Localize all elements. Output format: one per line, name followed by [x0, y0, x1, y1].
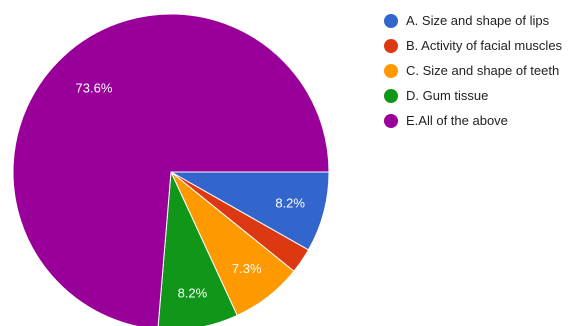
legend-swatch-c — [384, 64, 398, 78]
pie-slices — [12, 13, 330, 326]
legend-item-d[interactable]: D. Gum tissue — [384, 87, 580, 105]
data-label-a: 8.2% — [275, 195, 305, 210]
legend-swatch-e — [384, 114, 398, 128]
pie-data-labels: 8.2% 7.3% 8.2% 73.6% — [76, 80, 306, 300]
data-label-d: 8.2% — [178, 285, 208, 300]
legend-swatch-a — [384, 14, 398, 28]
legend-label-c: C. Size and shape of teeth — [406, 63, 560, 78]
legend-item-a[interactable]: A. Size and shape of lips — [384, 12, 580, 30]
pie-slice-e[interactable] — [12, 13, 330, 326]
data-label-c: 7.3% — [232, 261, 262, 276]
legend-swatch-b — [384, 39, 398, 53]
legend-label-b: B. Activity of facial muscles — [406, 38, 563, 53]
legend-swatch-d — [384, 89, 398, 103]
legend-label-e: E.All of the above — [406, 113, 508, 128]
data-label-e: 73.6% — [76, 80, 113, 95]
legend-item-c[interactable]: C. Size and shape of teeth — [384, 62, 580, 80]
legend-label-a: A. Size and shape of lips — [406, 13, 550, 28]
chart-legend: A. Size and shape of lips B. Activity of… — [384, 12, 580, 137]
legend-item-b[interactable]: B. Activity of facial muscles — [384, 37, 580, 55]
legend-label-d: D. Gum tissue — [406, 88, 489, 103]
legend-item-e[interactable]: E.All of the above — [384, 112, 580, 130]
pie-slice-d[interactable] — [157, 170, 238, 326]
